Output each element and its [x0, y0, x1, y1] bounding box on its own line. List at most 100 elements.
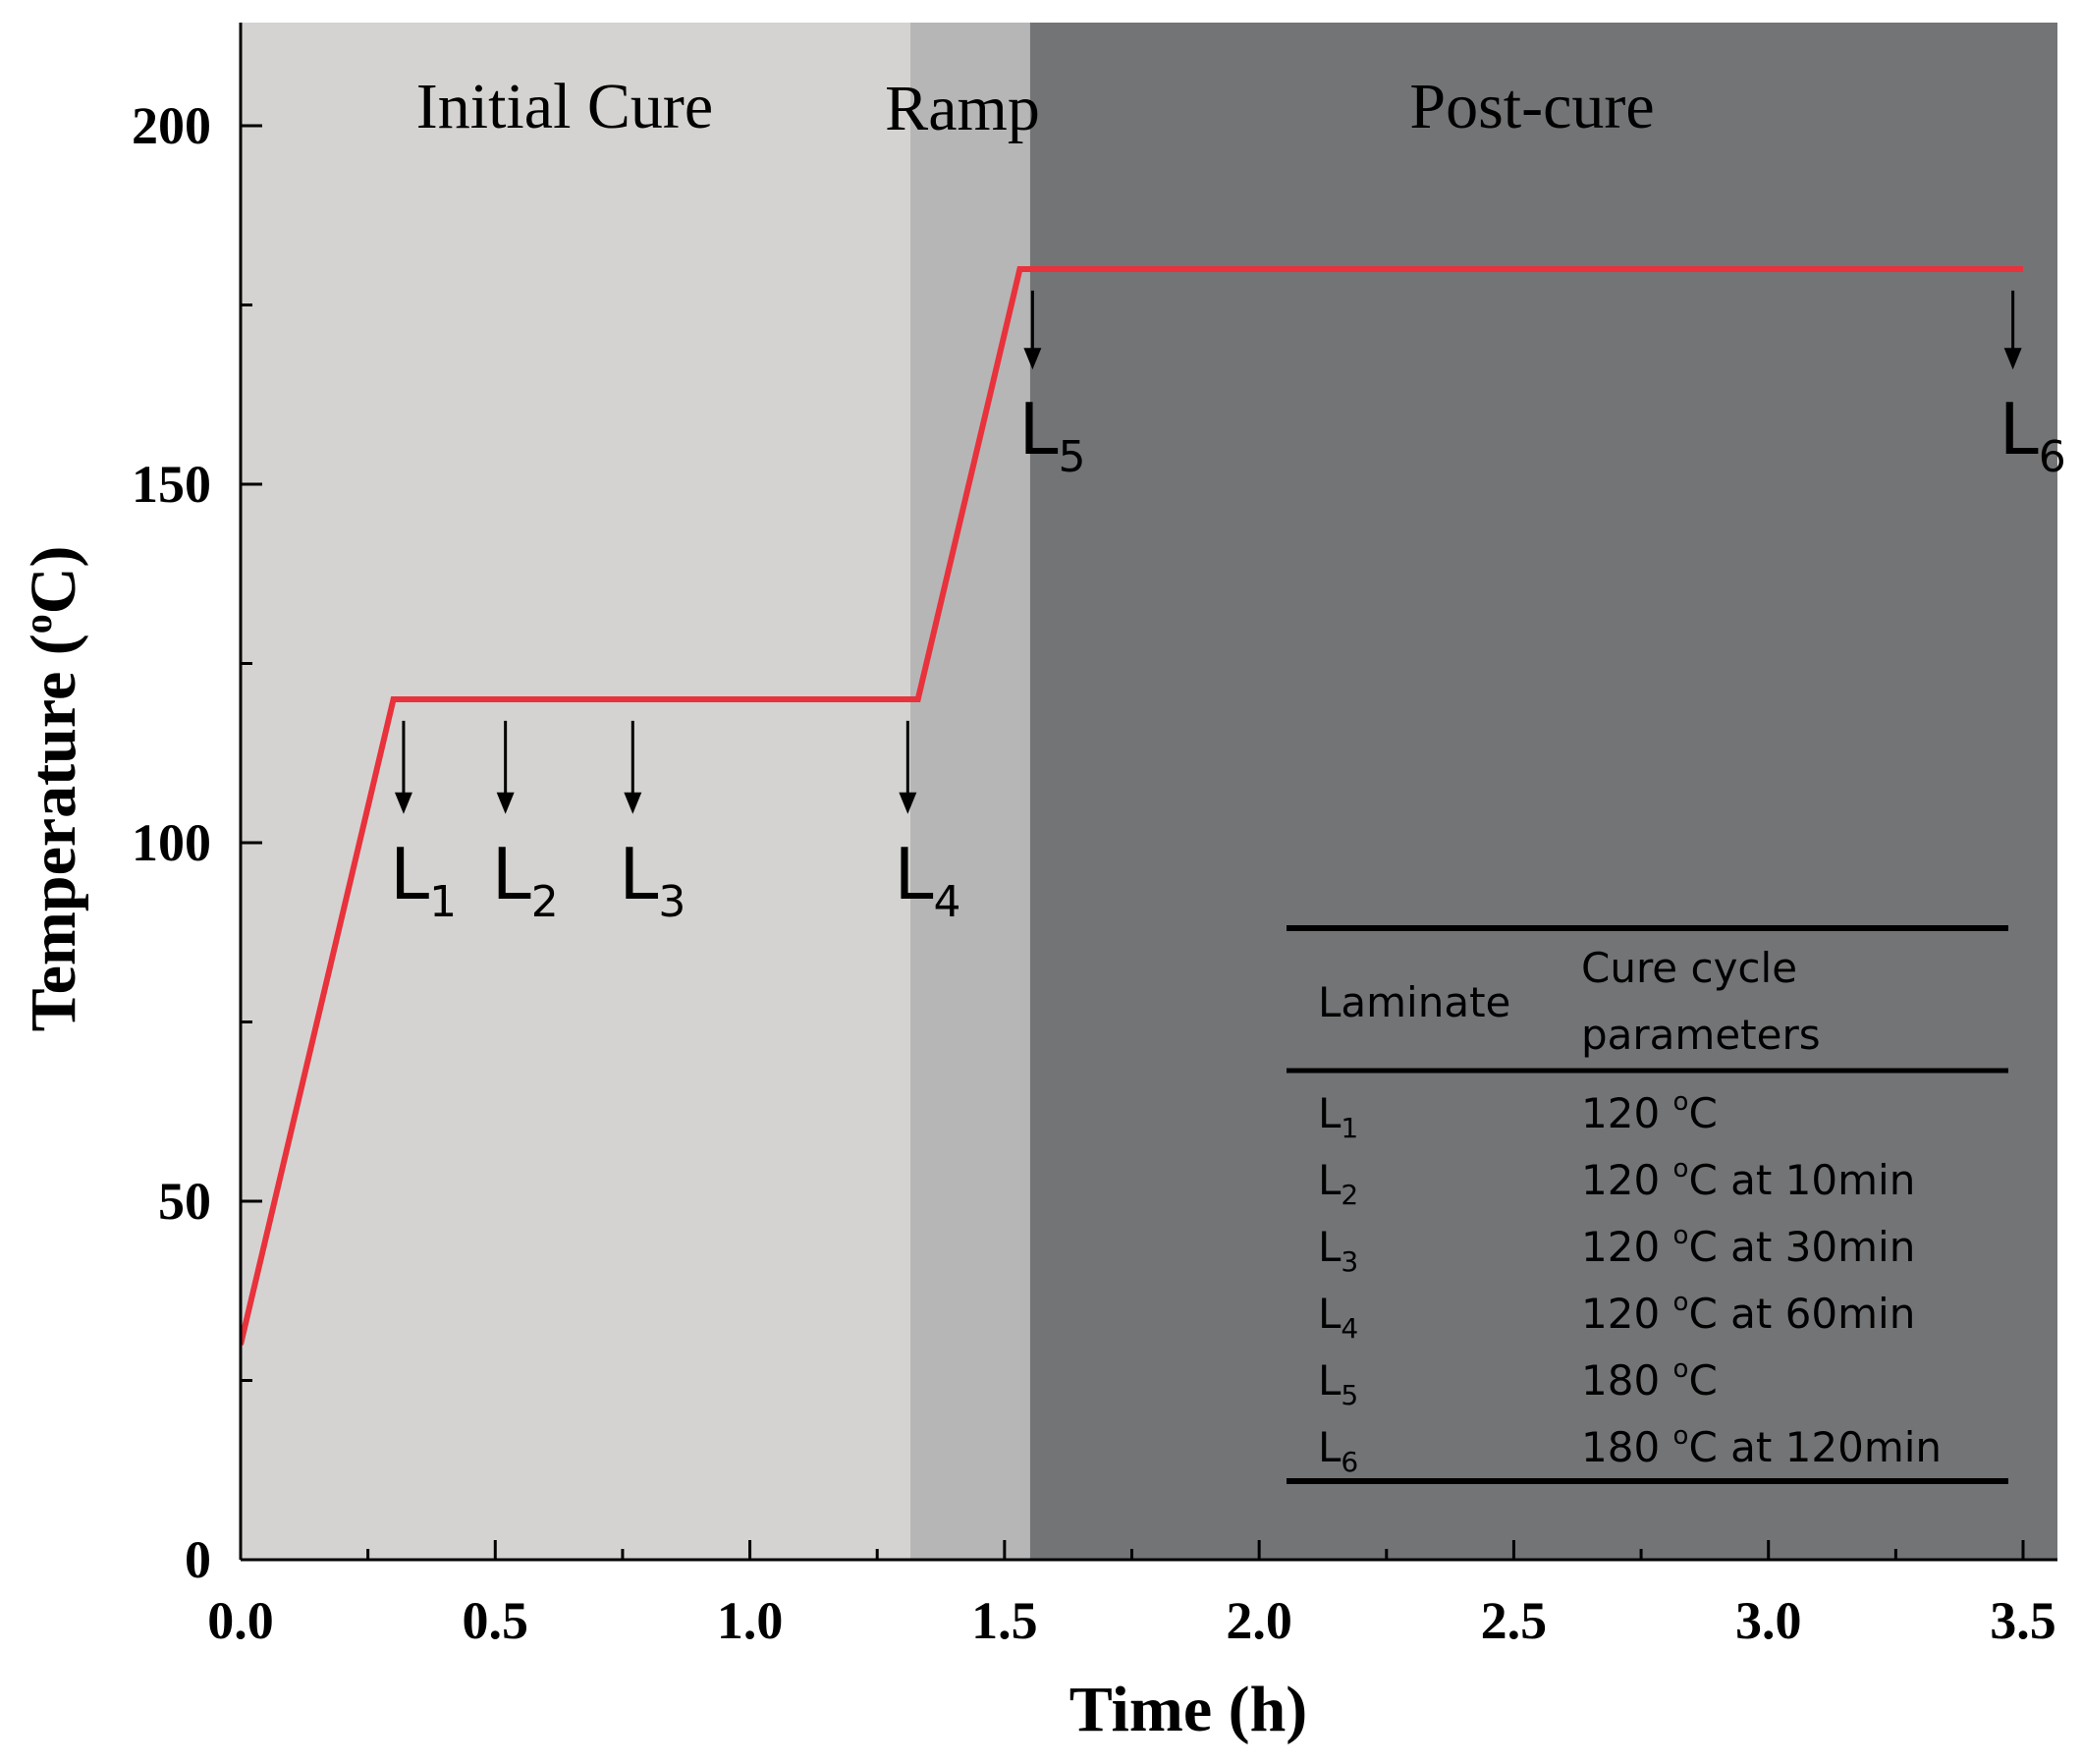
- marker-label-subscript: 4: [933, 877, 960, 927]
- y-tick-label: 50: [158, 1172, 211, 1231]
- marker-label: L5: [1018, 388, 1085, 482]
- laminate-subscript: 6: [1341, 1446, 1358, 1478]
- marker-label-letter: L: [390, 833, 429, 915]
- param-temp: 120: [1581, 1290, 1673, 1338]
- param-degree: o: [1673, 1421, 1689, 1451]
- param-temp: 180: [1581, 1356, 1673, 1405]
- region-label-post-cure: Post-cure: [1409, 71, 1654, 142]
- param-extra: at 120min: [1718, 1423, 1942, 1471]
- marker-label: L6: [2000, 388, 2066, 482]
- x-tick-label: 2.5: [1481, 1591, 1548, 1650]
- param-temp: 120: [1581, 1223, 1673, 1271]
- laminate-letter: L: [1318, 1356, 1342, 1405]
- x-tick-label: 2.0: [1226, 1591, 1292, 1650]
- laminate-subscript: 1: [1341, 1112, 1358, 1144]
- laminate-subscript: 5: [1341, 1379, 1358, 1411]
- marker-arrowhead: [394, 792, 412, 814]
- param-unit: C: [1688, 1089, 1717, 1137]
- marker-l6: L6: [2000, 290, 2066, 482]
- marker-arrowhead: [624, 792, 642, 814]
- y-axis-title: Temperature (oC): [16, 546, 89, 1032]
- marker-l3: L3: [619, 720, 685, 927]
- table-row: L4 120 oC at 60min: [1318, 1288, 1915, 1345]
- cure-cycle-series: [241, 266, 2023, 1346]
- marker-label-subscript: 2: [531, 877, 559, 927]
- marker-label-letter: L: [1018, 388, 1058, 470]
- region-label-ramp: Ramp: [885, 73, 1040, 144]
- table-cell-parameters: 120 oC at 10min: [1581, 1154, 1915, 1204]
- table-cell-laminate: L5: [1318, 1356, 1358, 1411]
- x-tick-label: 3.5: [1990, 1591, 2056, 1650]
- laminate-letter: L: [1318, 1223, 1342, 1271]
- param-degree: o: [1673, 1154, 1689, 1184]
- laminate-subscript: 4: [1341, 1312, 1358, 1345]
- series-line-cure-cycle: [241, 266, 2023, 1346]
- laminate-subscript: 2: [1341, 1179, 1358, 1211]
- table-row: L5 180 oC: [1318, 1354, 1718, 1411]
- x-tick-label: 0.5: [463, 1591, 529, 1650]
- table-header-laminate: Laminate: [1318, 978, 1510, 1026]
- table-row: L3 120 oC at 30min: [1318, 1221, 1915, 1278]
- y-tick-label: 100: [132, 813, 211, 872]
- region-initial-cure: [241, 23, 910, 1560]
- marker-l4: L4: [894, 720, 960, 927]
- table-cell-parameters: 120 oC: [1581, 1087, 1718, 1137]
- y-axis-title-degree: o: [16, 614, 60, 634]
- y-axis-title-main: Temperature (: [18, 634, 89, 1031]
- param-degree: o: [1673, 1087, 1689, 1117]
- cure-parameters-table: Laminate Cure cycle parameters L1 120 oCL…: [1287, 925, 2008, 1484]
- marker-label: L4: [894, 833, 960, 927]
- laminate-letter: L: [1318, 1290, 1342, 1338]
- table-cell-laminate: L3: [1318, 1223, 1358, 1278]
- marker-label-letter: L: [2000, 388, 2039, 470]
- marker-l1: L1: [390, 720, 457, 927]
- table-cell-laminate: L4: [1318, 1290, 1358, 1345]
- laminate-letter: L: [1318, 1156, 1342, 1204]
- marker-label-subscript: 1: [429, 877, 457, 927]
- x-tick-label: 0.0: [207, 1591, 274, 1650]
- table-row: L1 120 oC: [1318, 1087, 1718, 1144]
- param-extra: at 10min: [1718, 1156, 1916, 1204]
- table-row: L2 120 oC at 10min: [1318, 1154, 1915, 1211]
- table-cell-parameters: 180 oC at 120min: [1581, 1421, 1942, 1471]
- param-unit: C: [1688, 1223, 1717, 1271]
- marker-label-subscript: 6: [2039, 432, 2066, 482]
- marker-arrowhead: [1023, 348, 1042, 370]
- table-cell-parameters: 120 oC at 30min: [1581, 1221, 1915, 1271]
- table-row: L6 180 oC at 120min: [1318, 1421, 1942, 1478]
- param-unit: C: [1688, 1356, 1717, 1405]
- param-degree: o: [1673, 1354, 1689, 1384]
- phase-regions: [241, 23, 2057, 1560]
- marker-label-letter: L: [619, 833, 658, 915]
- marker-label-letter: L: [492, 833, 531, 915]
- x-tick-label: 3.0: [1735, 1591, 1802, 1650]
- param-extra: at 60min: [1718, 1290, 1916, 1338]
- axes: 0.0 0.5 1.0 1.5 2.0 2.5 3.0 3.5 0 50 100 150 200: [132, 23, 2057, 1650]
- region-post-cure: [1029, 23, 2057, 1560]
- param-extra: at 30min: [1718, 1223, 1916, 1271]
- region-label-initial-cure: Initial Cure: [416, 71, 713, 142]
- x-axis-title: Time (h): [1069, 1674, 1308, 1745]
- param-degree: o: [1673, 1221, 1689, 1250]
- param-unit: C: [1688, 1290, 1717, 1338]
- table-header-cure-line2: parameters: [1581, 1011, 1821, 1059]
- marker-l2: L2: [492, 720, 559, 927]
- table-cell-laminate: L6: [1318, 1423, 1358, 1478]
- region-ramp: [909, 23, 1030, 1560]
- table-header-cure-line1: Cure cycle: [1581, 944, 1797, 992]
- x-tick-label: 1.5: [971, 1591, 1038, 1650]
- laminate-letter: L: [1318, 1089, 1342, 1137]
- param-unit: C: [1688, 1156, 1717, 1204]
- x-tick-label: 1.0: [717, 1591, 784, 1650]
- param-degree: o: [1673, 1288, 1689, 1317]
- param-unit: C: [1688, 1423, 1717, 1471]
- table-cell-laminate: L1: [1318, 1089, 1358, 1144]
- y-tick-label: 0: [185, 1530, 211, 1589]
- param-temp: 120: [1581, 1156, 1673, 1204]
- marker-arrowhead: [2003, 348, 2022, 370]
- phase-region-labels: Initial Cure Ramp Post-cure: [416, 71, 1655, 144]
- y-tick-label: 200: [132, 96, 211, 155]
